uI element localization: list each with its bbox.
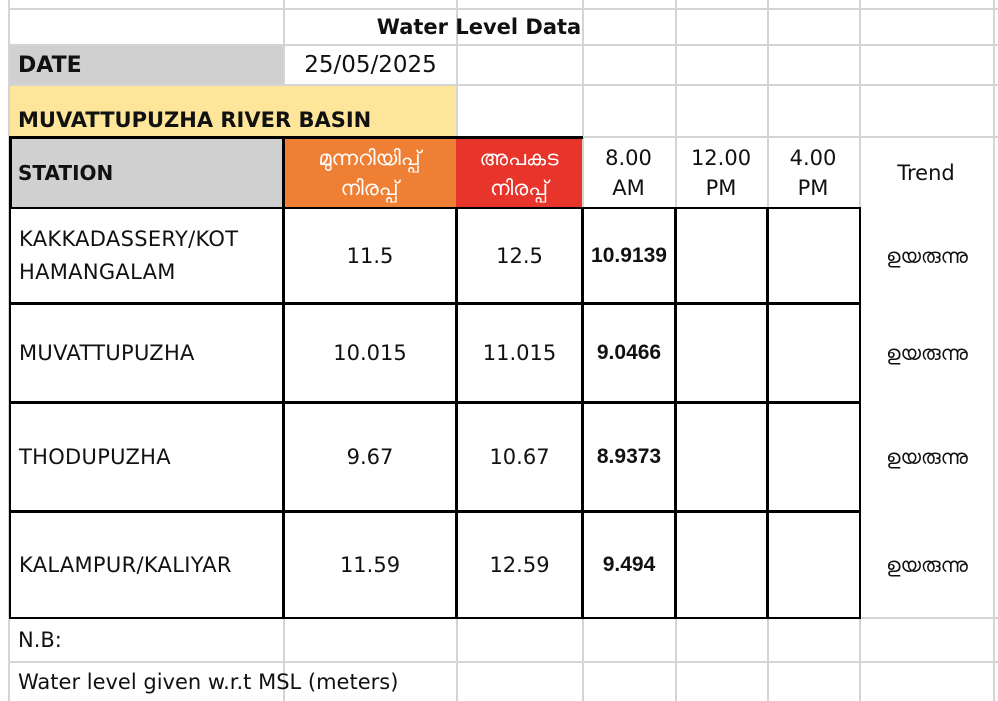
level-12pm-value: [677, 513, 766, 617]
trend-header: Trend: [897, 161, 955, 185]
level-8am-value: 9.0466: [596, 341, 662, 364]
warning-level-value: 9.67: [346, 445, 394, 469]
station-name: MUVATTUPUZHA: [19, 340, 195, 365]
time-8am-value: 8.00: [605, 146, 652, 170]
trend-value: ഉയരുന്നു: [886, 244, 968, 268]
time-4pm-value: 4.00: [789, 146, 837, 170]
trend-value: ഉയരുന്നു: [886, 445, 968, 469]
table-col-rule-1: [282, 207, 285, 619]
level-12pm-value: [677, 210, 766, 302]
date-label: DATE: [10, 46, 283, 84]
note-label: N.B:: [18, 628, 62, 652]
danger-level-value: 11.015: [482, 341, 557, 365]
danger-level-value: 12.5: [496, 244, 543, 268]
table-rule-3: [9, 510, 861, 513]
header-divider: [282, 136, 285, 209]
warning-level-header: മുന്നറിയിപ്പ് നിരപ്പ്: [283, 138, 456, 208]
date-value: 25/05/2025: [304, 52, 437, 78]
level-4pm-value: [769, 210, 859, 302]
msl-note: Water level given w.r.t MSL (meters): [18, 670, 399, 694]
level-4pm-value: [769, 305, 859, 401]
danger-level-header-line1: അപകട: [479, 146, 559, 170]
level-8am-value: 8.9373: [596, 445, 662, 468]
time-12pm-value: 12.00: [690, 146, 752, 170]
station-name-line1: KAKKADASSERY/KOT: [19, 227, 239, 251]
table-col-rule-2: [455, 207, 458, 619]
header-left-border: [9, 136, 12, 209]
level-8am-value: 10.9139: [591, 244, 667, 267]
warning-level-header-line1: മുന്നറിയിപ്പ്: [318, 146, 421, 170]
table-rule-1: [9, 302, 861, 305]
table-col-rule-5: [766, 207, 769, 619]
station-header: STATION: [10, 138, 283, 208]
danger-level-value: 12.59: [489, 553, 550, 577]
time-4pm-suffix: PM: [797, 176, 829, 200]
station-name: THODUPUZHA: [19, 444, 171, 469]
sheet-title: Water Level Data: [376, 15, 582, 39]
station-name: KALAMPUR/KALIYAR: [19, 552, 232, 577]
level-12pm-value: [677, 305, 766, 401]
warning-level-value: 11.5: [346, 244, 394, 268]
table-col-rule-4: [674, 207, 677, 619]
river-basin-label: MUVATTUPUZHA RIVER BASIN: [10, 86, 456, 136]
trend-value: ഉയരുന്നു: [886, 553, 968, 577]
table-rule-2: [9, 401, 861, 404]
level-8am-value: 9.494: [602, 553, 656, 576]
warning-level-value: 11.59: [339, 553, 401, 577]
time-12pm-suffix: PM: [705, 176, 737, 200]
trend-value: ഉയരുന്നു: [886, 341, 968, 365]
level-4pm-value: [769, 404, 859, 510]
warning-level-value: 10.015: [333, 341, 407, 365]
danger-level-header: അപകട നിരപ്പ്: [456, 138, 582, 208]
level-4pm-value: [769, 513, 859, 617]
time-12pm-header: 12.00 PM: [675, 138, 767, 208]
table-col-rule-3: [581, 207, 584, 619]
danger-level-value: 10.67: [489, 445, 550, 469]
station-name: KAKKADASSERY/KOT HAMANGALAM: [11, 210, 282, 302]
level-12pm-value: [677, 404, 766, 510]
time-8am-header: 8.00 AM: [582, 138, 675, 208]
station-name-line2: HAMANGALAM: [19, 260, 176, 284]
time-4pm-header: 4.00 PM: [767, 138, 859, 208]
header-top-border: [9, 136, 583, 139]
warning-level-header-line2: നിരപ്പ്: [340, 176, 399, 200]
danger-level-header-line2: നിരപ്പ്: [489, 176, 549, 200]
time-8am-suffix: AM: [612, 176, 645, 200]
data-table-border: [9, 207, 861, 619]
